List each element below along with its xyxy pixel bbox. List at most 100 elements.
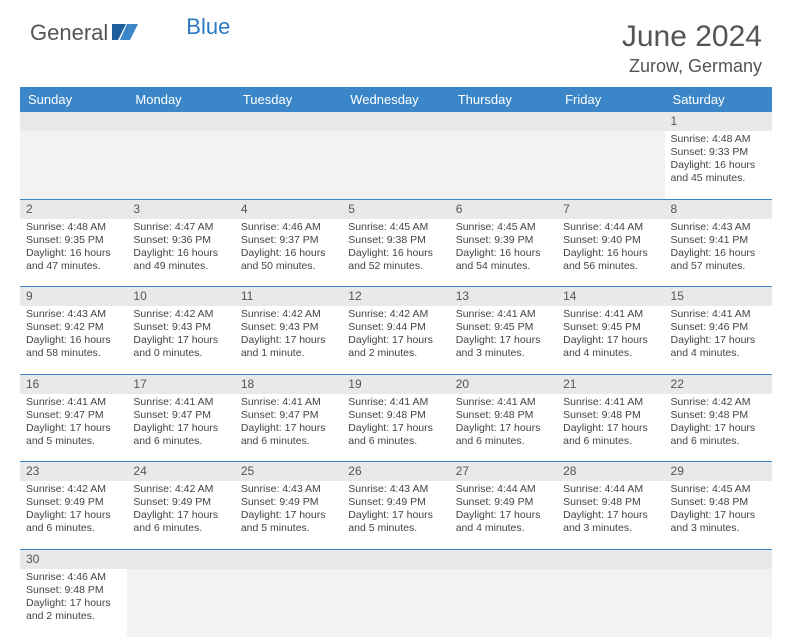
day-number: 27 [450,462,557,482]
day-number [665,549,772,569]
sunrise-text: Sunrise: 4:44 AM [456,483,551,496]
day-number [450,549,557,569]
day-number [127,549,234,569]
day-cell: Sunrise: 4:41 AMSunset: 9:47 PMDaylight:… [235,394,342,462]
daylight-text: Daylight: 16 hours and 45 minutes. [671,159,766,185]
sunset-text: Sunset: 9:48 PM [456,409,551,422]
daylight-text: Daylight: 17 hours and 6 minutes. [133,422,228,448]
sunrise-text: Sunrise: 4:41 AM [133,396,228,409]
sunrise-text: Sunrise: 4:42 AM [133,308,228,321]
daylight-text: Daylight: 16 hours and 49 minutes. [133,247,228,273]
day-cell: Sunrise: 4:41 AMSunset: 9:48 PMDaylight:… [450,394,557,462]
day-number: 5 [342,199,449,219]
sunset-text: Sunset: 9:47 PM [241,409,336,422]
day-cell: Sunrise: 4:45 AMSunset: 9:39 PMDaylight:… [450,219,557,287]
day-cell [557,569,664,637]
daylight-text: Daylight: 16 hours and 56 minutes. [563,247,658,273]
sunrise-text: Sunrise: 4:48 AM [26,221,121,234]
calendar-table: Sunday Monday Tuesday Wednesday Thursday… [20,87,772,637]
day-cell: Sunrise: 4:42 AMSunset: 9:43 PMDaylight:… [235,306,342,374]
sunrise-text: Sunrise: 4:44 AM [563,483,658,496]
sunrise-text: Sunrise: 4:42 AM [348,308,443,321]
day-number-row: 30 [20,549,772,569]
daylight-text: Daylight: 17 hours and 4 minutes. [671,334,766,360]
day-number [342,549,449,569]
day-number: 21 [557,374,664,394]
daylight-text: Daylight: 17 hours and 5 minutes. [348,509,443,535]
weekday-header: Monday [127,87,234,112]
week-row: Sunrise: 4:46 AMSunset: 9:48 PMDaylight:… [20,569,772,637]
sunset-text: Sunset: 9:43 PM [133,321,228,334]
day-cell: Sunrise: 4:41 AMSunset: 9:48 PMDaylight:… [342,394,449,462]
day-cell [127,131,234,199]
weekday-header: Wednesday [342,87,449,112]
sunset-text: Sunset: 9:42 PM [26,321,121,334]
day-cell: Sunrise: 4:46 AMSunset: 9:37 PMDaylight:… [235,219,342,287]
day-cell [665,569,772,637]
day-number: 11 [235,287,342,307]
day-number: 25 [235,462,342,482]
day-number: 7 [557,199,664,219]
sunset-text: Sunset: 9:45 PM [563,321,658,334]
day-cell: Sunrise: 4:46 AMSunset: 9:48 PMDaylight:… [20,569,127,637]
daylight-text: Daylight: 16 hours and 47 minutes. [26,247,121,273]
sunrise-text: Sunrise: 4:41 AM [563,396,658,409]
month-title: June 2024 [622,20,762,54]
day-number: 2 [20,199,127,219]
sunset-text: Sunset: 9:49 PM [26,496,121,509]
day-cell: Sunrise: 4:44 AMSunset: 9:48 PMDaylight:… [557,481,664,549]
sunset-text: Sunset: 9:38 PM [348,234,443,247]
daylight-text: Daylight: 16 hours and 57 minutes. [671,247,766,273]
daylight-text: Daylight: 16 hours and 50 minutes. [241,247,336,273]
daylight-text: Daylight: 17 hours and 6 minutes. [348,422,443,448]
sunrise-text: Sunrise: 4:41 AM [456,396,551,409]
day-number: 14 [557,287,664,307]
day-cell [342,569,449,637]
day-cell [235,569,342,637]
day-cell: Sunrise: 4:41 AMSunset: 9:48 PMDaylight:… [557,394,664,462]
day-number [127,112,234,131]
day-cell: Sunrise: 4:42 AMSunset: 9:48 PMDaylight:… [665,394,772,462]
day-cell: Sunrise: 4:45 AMSunset: 9:38 PMDaylight:… [342,219,449,287]
week-row: Sunrise: 4:43 AMSunset: 9:42 PMDaylight:… [20,306,772,374]
sunset-text: Sunset: 9:45 PM [456,321,551,334]
sunrise-text: Sunrise: 4:41 AM [671,308,766,321]
day-cell: Sunrise: 4:42 AMSunset: 9:49 PMDaylight:… [127,481,234,549]
sunrise-text: Sunrise: 4:44 AM [563,221,658,234]
day-cell: Sunrise: 4:43 AMSunset: 9:49 PMDaylight:… [342,481,449,549]
daylight-text: Daylight: 17 hours and 6 minutes. [133,509,228,535]
day-cell: Sunrise: 4:43 AMSunset: 9:41 PMDaylight:… [665,219,772,287]
day-cell: Sunrise: 4:48 AMSunset: 9:33 PMDaylight:… [665,131,772,199]
sunset-text: Sunset: 9:36 PM [133,234,228,247]
logo-flag-icon [112,20,138,46]
daylight-text: Daylight: 17 hours and 1 minute. [241,334,336,360]
sunset-text: Sunset: 9:48 PM [348,409,443,422]
day-cell [342,131,449,199]
day-number [557,549,664,569]
sunrise-text: Sunrise: 4:41 AM [241,396,336,409]
day-cell: Sunrise: 4:44 AMSunset: 9:40 PMDaylight:… [557,219,664,287]
sunrise-text: Sunrise: 4:42 AM [26,483,121,496]
day-number: 26 [342,462,449,482]
weekday-header: Sunday [20,87,127,112]
day-cell: Sunrise: 4:43 AMSunset: 9:42 PMDaylight:… [20,306,127,374]
weekday-header: Friday [557,87,664,112]
location: Zurow, Germany [622,56,762,77]
sunset-text: Sunset: 9:48 PM [563,409,658,422]
day-number [450,112,557,131]
daylight-text: Daylight: 17 hours and 6 minutes. [456,422,551,448]
day-cell: Sunrise: 4:41 AMSunset: 9:45 PMDaylight:… [450,306,557,374]
sunrise-text: Sunrise: 4:45 AM [456,221,551,234]
day-cell: Sunrise: 4:42 AMSunset: 9:49 PMDaylight:… [20,481,127,549]
daylight-text: Daylight: 16 hours and 52 minutes. [348,247,443,273]
sunset-text: Sunset: 9:49 PM [348,496,443,509]
week-row: Sunrise: 4:42 AMSunset: 9:49 PMDaylight:… [20,481,772,549]
day-number: 15 [665,287,772,307]
sunset-text: Sunset: 9:37 PM [241,234,336,247]
daylight-text: Daylight: 17 hours and 6 minutes. [241,422,336,448]
daylight-text: Daylight: 17 hours and 0 minutes. [133,334,228,360]
daylight-text: Daylight: 16 hours and 54 minutes. [456,247,551,273]
day-number: 29 [665,462,772,482]
day-number-row: 9101112131415 [20,287,772,307]
day-cell [127,569,234,637]
